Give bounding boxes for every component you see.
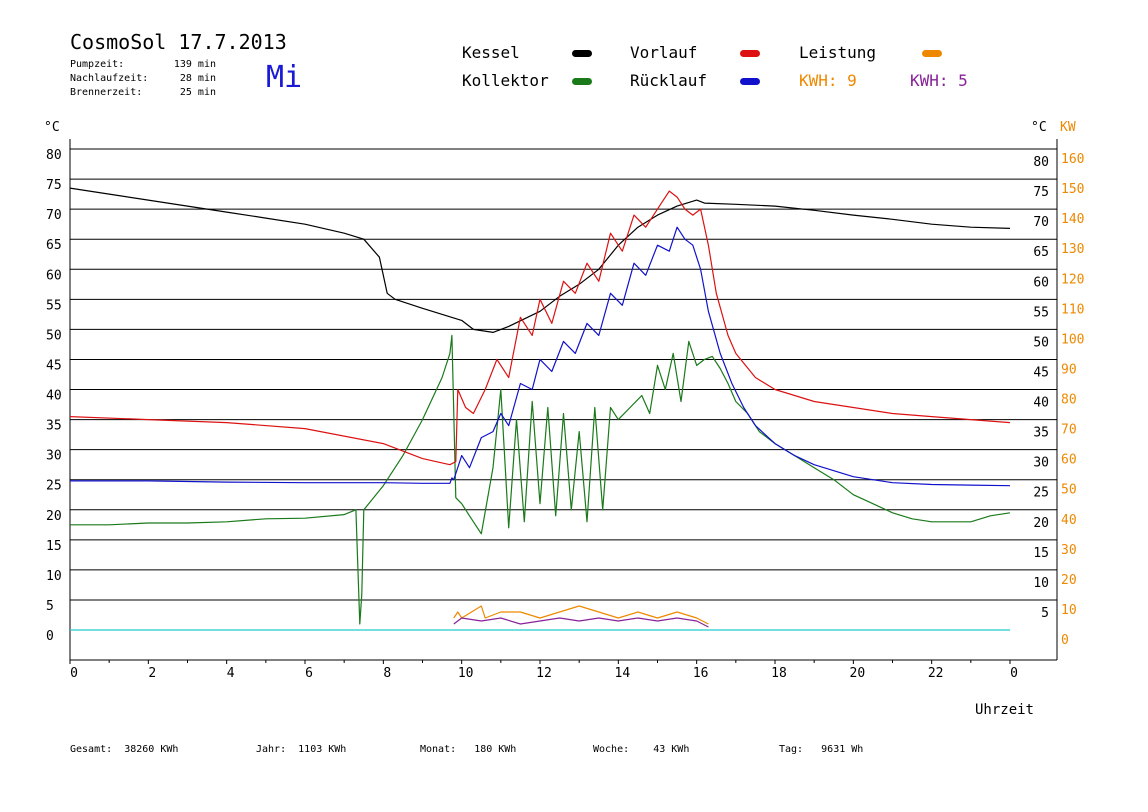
- legend-leistung-swatch: [922, 50, 942, 57]
- y-tick-label-left: 70: [46, 208, 62, 223]
- y-tick-label-right: 10: [1033, 576, 1049, 591]
- x-tick-label: 12: [536, 666, 552, 681]
- x-tick-label: 0: [1010, 666, 1018, 681]
- y2-tick-label: 140: [1061, 212, 1084, 227]
- stat-total: Gesamt: 38260 KWh: [70, 744, 179, 755]
- legend-vorlauf-swatch: [740, 50, 760, 57]
- y-tick-label-right: 75: [1033, 185, 1049, 200]
- y2-tick-label: 60: [1061, 453, 1077, 468]
- weekday-label: Mi: [266, 60, 303, 95]
- y-tick-label-left: 80: [46, 148, 62, 163]
- x-tick-label: 0: [70, 666, 78, 681]
- y-tick-label-left: 15: [46, 539, 62, 554]
- y2-axis-unit: KW: [1060, 120, 1076, 135]
- legend-kwh-purple: KWH: 5: [910, 71, 968, 90]
- y2-tick-label: 20: [1061, 573, 1077, 588]
- y2-tick-label: 160: [1061, 152, 1084, 167]
- legend-ruecklauf-label: Rücklauf: [630, 71, 708, 90]
- y-tick-label-right: 30: [1033, 456, 1049, 471]
- y-tick-label-left: 65: [46, 238, 62, 253]
- y-tick-label-right: 35: [1033, 426, 1049, 441]
- x-tick-label: 2: [148, 666, 156, 681]
- y-tick-label-right: 15: [1033, 546, 1049, 561]
- stat-week: Woche: 43 KWh: [593, 744, 690, 755]
- y-tick-label-right: 70: [1033, 215, 1049, 230]
- y2-tick-label: 10: [1061, 603, 1077, 618]
- series-line-kwh: [453, 617, 709, 628]
- y-tick-label-left: 5: [46, 599, 54, 614]
- y-tick-label-left: 10: [46, 569, 62, 584]
- legend-kwh-orange: KWH: 9: [799, 71, 857, 90]
- legend-kollektor-swatch: [572, 78, 592, 85]
- y-tick-label-left: 75: [46, 178, 62, 193]
- y-tick-label-left: 60: [46, 268, 62, 283]
- x-axis-label: Uhrzeit: [975, 702, 1034, 718]
- y2-tick-label: 100: [1061, 332, 1084, 347]
- series-line-vorlauf: [69, 190, 1011, 466]
- x-tick-label: 6: [305, 666, 313, 681]
- y2-tick-label: 0: [1061, 633, 1069, 648]
- y-tick-label-right: 55: [1033, 305, 1049, 320]
- y-tick-label-left: 20: [46, 509, 62, 524]
- y2-tick-label: 150: [1061, 182, 1084, 197]
- stat-month: Monat: 180 KWh: [420, 744, 517, 755]
- y-tick-label-right: 25: [1033, 486, 1049, 501]
- chart-grid: [70, 148, 1057, 601]
- y2-tick-label: 130: [1061, 242, 1084, 257]
- legend-kessel-swatch: [572, 50, 592, 57]
- stat-year: Jahr: 1103 KWh: [256, 744, 347, 755]
- pump-time: Pumpzeit: 139 min: [70, 59, 216, 70]
- chart-title: CosmoSol 17.7.2013: [70, 30, 287, 54]
- y2-tick-label: 90: [1061, 362, 1077, 377]
- y2-tick-label: 40: [1061, 513, 1077, 528]
- legend-ruecklauf-swatch: [740, 78, 760, 85]
- x-tick-label: 8: [383, 666, 391, 681]
- y-tick-label-left: 45: [46, 358, 62, 373]
- y2-tick-label: 30: [1061, 543, 1077, 558]
- legend-leistung-label: Leistung: [799, 43, 877, 62]
- x-tick-label: 4: [227, 666, 235, 681]
- series-line-leistung: [453, 605, 709, 625]
- burner-time: Brennerzeit: 25 min: [70, 87, 216, 98]
- y-axis-unit-left: °C: [44, 120, 60, 135]
- stat-day: Tag: 9631 Wh: [779, 744, 864, 755]
- y-tick-label-left: 40: [46, 389, 62, 404]
- x-tick-label: 22: [928, 666, 944, 681]
- legend-vorlauf-label: Vorlauf: [630, 43, 698, 62]
- y-tick-label-left: 55: [46, 298, 62, 313]
- y-tick-label-left: 35: [46, 419, 62, 434]
- x-tick-label: 20: [850, 666, 866, 681]
- y-axis-unit-right: °C: [1031, 120, 1047, 135]
- series-line-r-cklauf: [70, 226, 1011, 487]
- y-tick-label-left: 25: [46, 479, 62, 494]
- chart-series: [69, 187, 1011, 631]
- x-tick-label: 14: [615, 666, 631, 681]
- y2-tick-label: 80: [1061, 393, 1077, 408]
- overrun-time: Nachlaufzeit: 28 min: [70, 73, 216, 84]
- y2-tick-label: 70: [1061, 423, 1077, 438]
- y2-tick-label: 110: [1061, 302, 1084, 317]
- y-tick-label-right: 80: [1033, 155, 1049, 170]
- y-tick-label-right: 50: [1033, 335, 1049, 350]
- legend-kollektor-label: Kollektor: [462, 71, 549, 90]
- x-tick-label: 18: [771, 666, 787, 681]
- y-tick-label-right: 45: [1033, 365, 1049, 380]
- y-tick-label-right: 20: [1033, 516, 1049, 531]
- y-tick-label-right: 60: [1033, 275, 1049, 290]
- y-tick-label-right: 5: [1041, 606, 1049, 621]
- x-tick-label: 16: [693, 666, 709, 681]
- legend-kessel-label: Kessel: [462, 43, 520, 62]
- y-tick-label-right: 65: [1033, 245, 1049, 260]
- y-tick-label-left: 0: [46, 629, 54, 644]
- y-tick-label-right: 40: [1033, 396, 1049, 411]
- y2-tick-label: 120: [1061, 272, 1084, 287]
- x-tick-label: 10: [458, 666, 474, 681]
- y2-tick-label: 50: [1061, 483, 1077, 498]
- series-line-kessel: [69, 187, 1011, 333]
- y-tick-label-left: 30: [46, 449, 62, 464]
- y-tick-label-left: 50: [46, 328, 62, 343]
